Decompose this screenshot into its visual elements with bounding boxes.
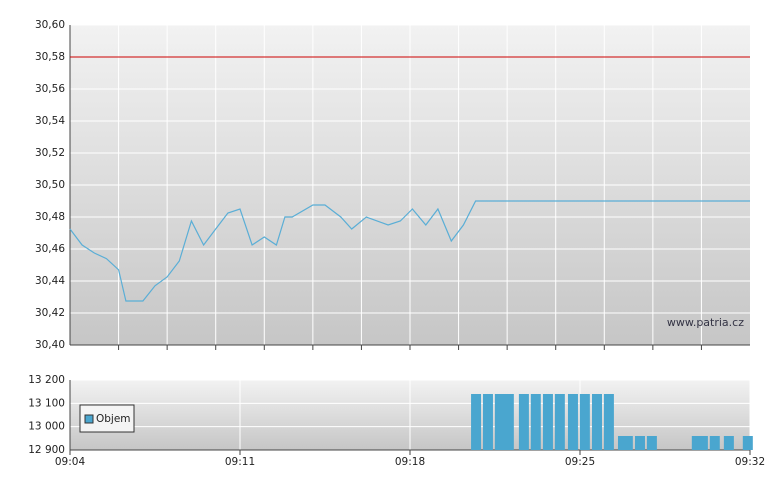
volume-bar — [742, 436, 753, 450]
volume-bar — [471, 394, 482, 450]
volume-bar — [592, 394, 602, 450]
y-tick-label: 30,58 — [35, 51, 65, 63]
y-tick-label: 30,54 — [35, 115, 65, 127]
volume-bar — [691, 436, 702, 450]
x-tick-label: 09:18 — [395, 456, 425, 468]
volume-bar — [503, 394, 514, 450]
y-tick-label: 30,42 — [35, 307, 65, 319]
y-tick-label: 30,60 — [35, 19, 65, 31]
volume-bar — [723, 436, 734, 450]
y-tick-label: 30,50 — [35, 179, 65, 191]
volume-bar — [554, 394, 565, 450]
y-tick-label: 13 100 — [28, 397, 65, 409]
volume-bar — [530, 394, 541, 450]
y-tick-label: 30,48 — [35, 211, 65, 223]
legend-swatch — [84, 414, 94, 424]
y-tick-label: 30,52 — [35, 147, 65, 159]
volume-bar — [709, 436, 720, 450]
y-tick-label: 30,44 — [35, 275, 65, 287]
y-tick-label: 30,56 — [35, 83, 65, 95]
y-tick-label: 13 000 — [28, 421, 65, 433]
volume-bar — [482, 394, 493, 450]
volume-bar — [518, 394, 529, 450]
y-tick-label: 13 200 — [28, 374, 65, 386]
volume-bar — [634, 436, 645, 450]
volume-bar — [603, 394, 614, 450]
y-tick-label: 30,46 — [35, 243, 65, 255]
legend-label: Objem — [96, 413, 131, 425]
y-tick-label: 30,40 — [35, 339, 65, 351]
x-tick-label: 09:32 — [735, 456, 765, 468]
x-tick-label: 09:11 — [225, 456, 255, 468]
price-line — [69, 200, 750, 302]
watermark: www.patria.cz — [667, 316, 744, 329]
x-tick-label: 09:04 — [55, 456, 86, 468]
volume-bar — [622, 436, 633, 450]
volume-bar — [579, 394, 590, 450]
x-tick-label: 09:25 — [565, 456, 595, 468]
volume-bar — [646, 436, 657, 450]
y-tick-label: 12 900 — [28, 444, 65, 456]
volume-bar — [494, 394, 505, 450]
volume-bar — [542, 394, 553, 450]
volume-bar — [567, 394, 578, 450]
volume-bar — [697, 436, 708, 450]
